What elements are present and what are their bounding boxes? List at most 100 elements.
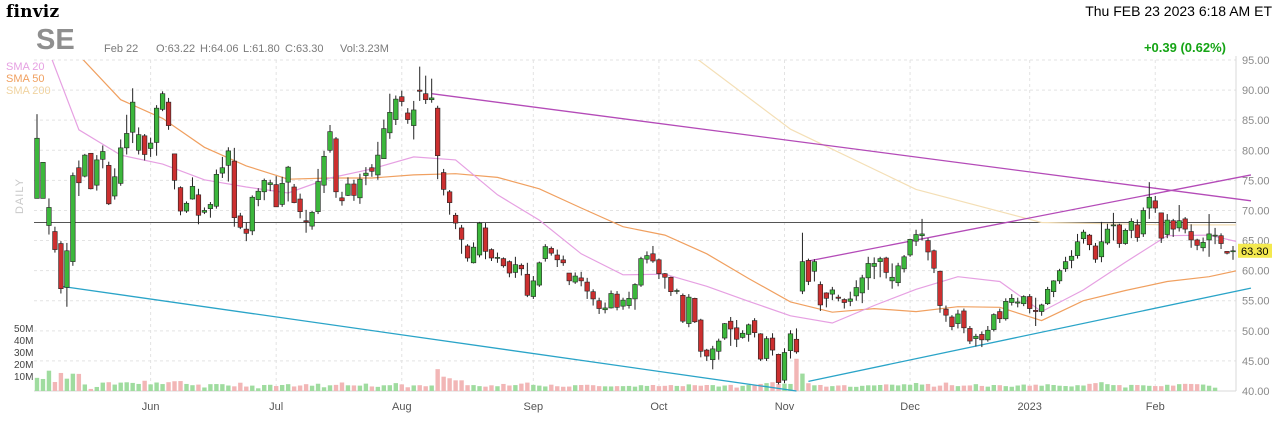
candle-body [656,259,662,274]
candle-body [130,101,136,133]
candle-body [333,138,339,193]
volume-bar [100,382,105,391]
volume-bar [567,386,572,391]
candle-body [500,258,507,267]
volume-bar [985,386,991,391]
volume-value: Vol:3.23M [340,43,389,55]
volume-bar [531,384,536,391]
volume-bar [184,383,189,391]
volume-bar [872,385,877,391]
candle-body [243,228,249,234]
candle-body [548,248,554,254]
volume-bar [895,385,901,391]
y-tick-label: 80.00 [1242,145,1270,157]
candle-body [883,257,889,273]
candle-body [1230,250,1236,253]
candle-body [728,320,734,330]
volume-bar [429,385,434,391]
candle-body [100,151,106,160]
sma50-line [82,60,1236,322]
y-tick-label: 75.00 [1242,175,1270,187]
candle-body [339,197,345,202]
volume-bar [728,384,733,391]
candle-body [447,191,453,203]
candle-body [1021,296,1027,305]
volume-bar [644,385,650,391]
candle-body [524,273,530,296]
volume-bar [202,387,207,391]
volume-label-40m: 40M [14,336,34,347]
candle-body [560,259,566,264]
candle-body [518,264,524,270]
trendline-lower_up [808,287,1252,383]
candle-body [106,165,112,205]
volume-bar [40,378,46,391]
candle-body [949,316,955,327]
volume-bar [256,388,261,391]
candle-body [686,296,692,324]
volume-bar [1009,386,1014,391]
volume-bar [877,384,883,391]
finviz-logo[interactable]: finviz [6,2,60,22]
candle-body [674,290,680,292]
volume-bar [76,373,82,391]
candle-body [1027,296,1033,309]
volume-bar [794,358,799,391]
volume-bar [1099,382,1104,391]
candle-body [775,353,782,383]
volume-bar [160,384,165,391]
volume-bar [1135,384,1140,391]
x-tick-label: 2023 [1017,401,1041,413]
volume-bar [710,385,715,391]
volume-bar [949,385,955,391]
candle-body [476,222,483,256]
volume-bar [1057,385,1062,391]
candle-body [46,207,52,226]
volume-bar [142,380,147,391]
candle-body [1056,270,1063,282]
candle-body [925,240,931,253]
volume-bar [919,384,925,391]
candle-body [853,287,859,297]
candle-body [889,276,895,282]
volume-bar [1171,385,1176,391]
candle-body [1122,230,1128,244]
volume-bar [1129,384,1134,391]
y-tick-label: 55.00 [1242,296,1270,308]
volume-bar [656,386,662,391]
candle-body [650,253,656,262]
candle-body [1080,231,1087,240]
volume-bar [698,385,703,391]
candle-body [1045,288,1051,305]
candle-body [387,112,393,134]
volume-bar [130,382,135,391]
volume-label-20m: 20M [14,360,34,371]
volume-bar [1075,385,1080,391]
volume-bar [369,386,375,391]
candle-body [1092,245,1099,260]
candle-body [536,262,542,286]
candle-body [363,172,369,176]
volume-bar [525,382,530,391]
x-tick-label: Sep [524,401,544,413]
candle-body [231,160,237,218]
volume-bar [788,383,793,391]
candle-body [1104,228,1111,244]
volume-bar [327,385,333,391]
volume-bar [680,386,686,391]
candle-body [734,327,740,340]
candle-body [596,300,602,309]
volume-bar [716,386,721,391]
volume-bar [578,384,584,391]
volume-bar [208,384,213,391]
candle-body [213,174,219,207]
volume-bar [1063,386,1068,391]
trendline-lower_down [60,285,797,392]
candle-body [757,333,764,360]
volume-bar [226,385,231,391]
volume-bar [417,385,422,391]
volume-bar [997,385,1002,391]
candle-body [1218,235,1224,244]
volume-bar [273,386,279,391]
